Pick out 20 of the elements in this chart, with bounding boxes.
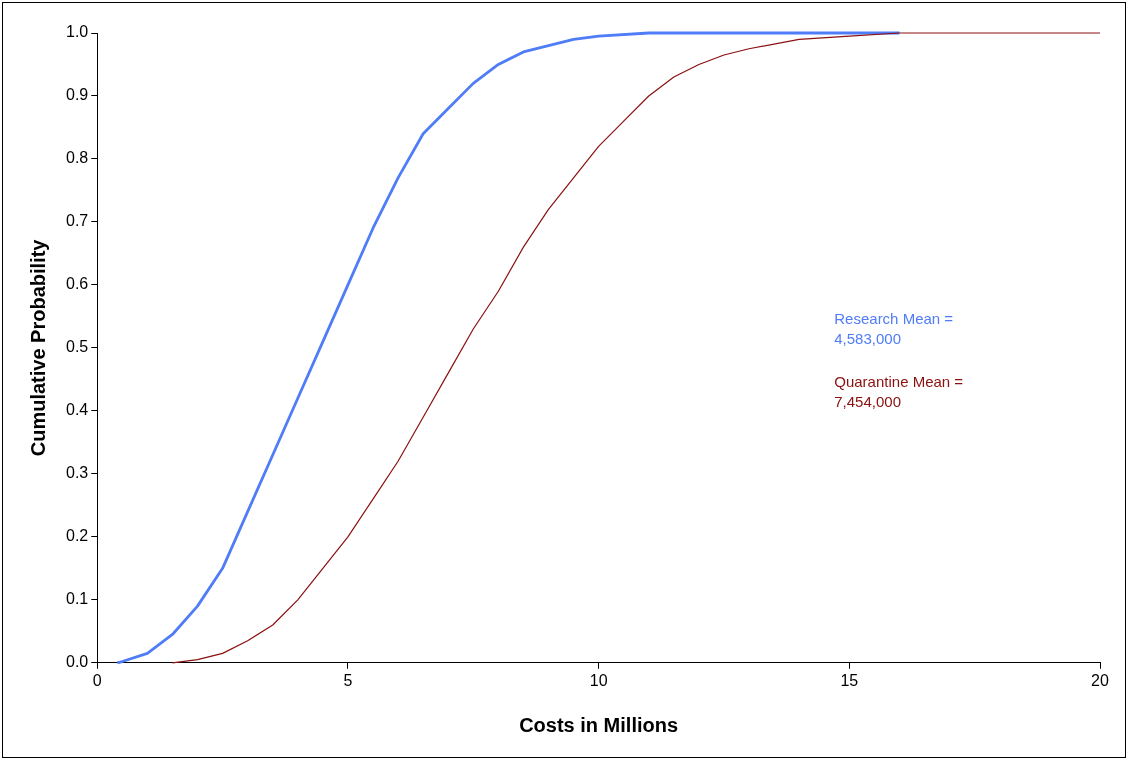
x-tick-label: 15 — [840, 671, 859, 689]
y-tick-label: 0.9 — [65, 86, 89, 104]
x-tick-label: 0 — [92, 671, 102, 689]
y-tick-label: 0.6 — [65, 275, 89, 293]
y-tick-label: 0.3 — [65, 464, 89, 482]
y-tick-label: 0.5 — [65, 338, 89, 356]
x-axis-title: Costs in Millions — [519, 713, 679, 736]
x-tick-label: 5 — [343, 671, 353, 689]
y-tick-label: 1.0 — [65, 23, 89, 41]
x-tick-label: 10 — [589, 671, 608, 689]
y-tick-label: 0.4 — [65, 401, 89, 419]
x-tick-label: 20 — [1091, 671, 1109, 689]
y-tick-label: 0.0 — [65, 653, 89, 671]
y-tick-label: 0.8 — [65, 149, 89, 167]
y-axis-title: Cumulative Probability — [26, 238, 49, 457]
annotation: Research Mean = 4,583,000 — [834, 309, 954, 347]
y-tick-label: 0.1 — [65, 590, 89, 608]
y-tick-label: 0.2 — [65, 527, 89, 545]
y-tick-label: 0.7 — [65, 212, 89, 230]
annotation: Quarantine Mean = 7,454,000 — [834, 372, 964, 410]
